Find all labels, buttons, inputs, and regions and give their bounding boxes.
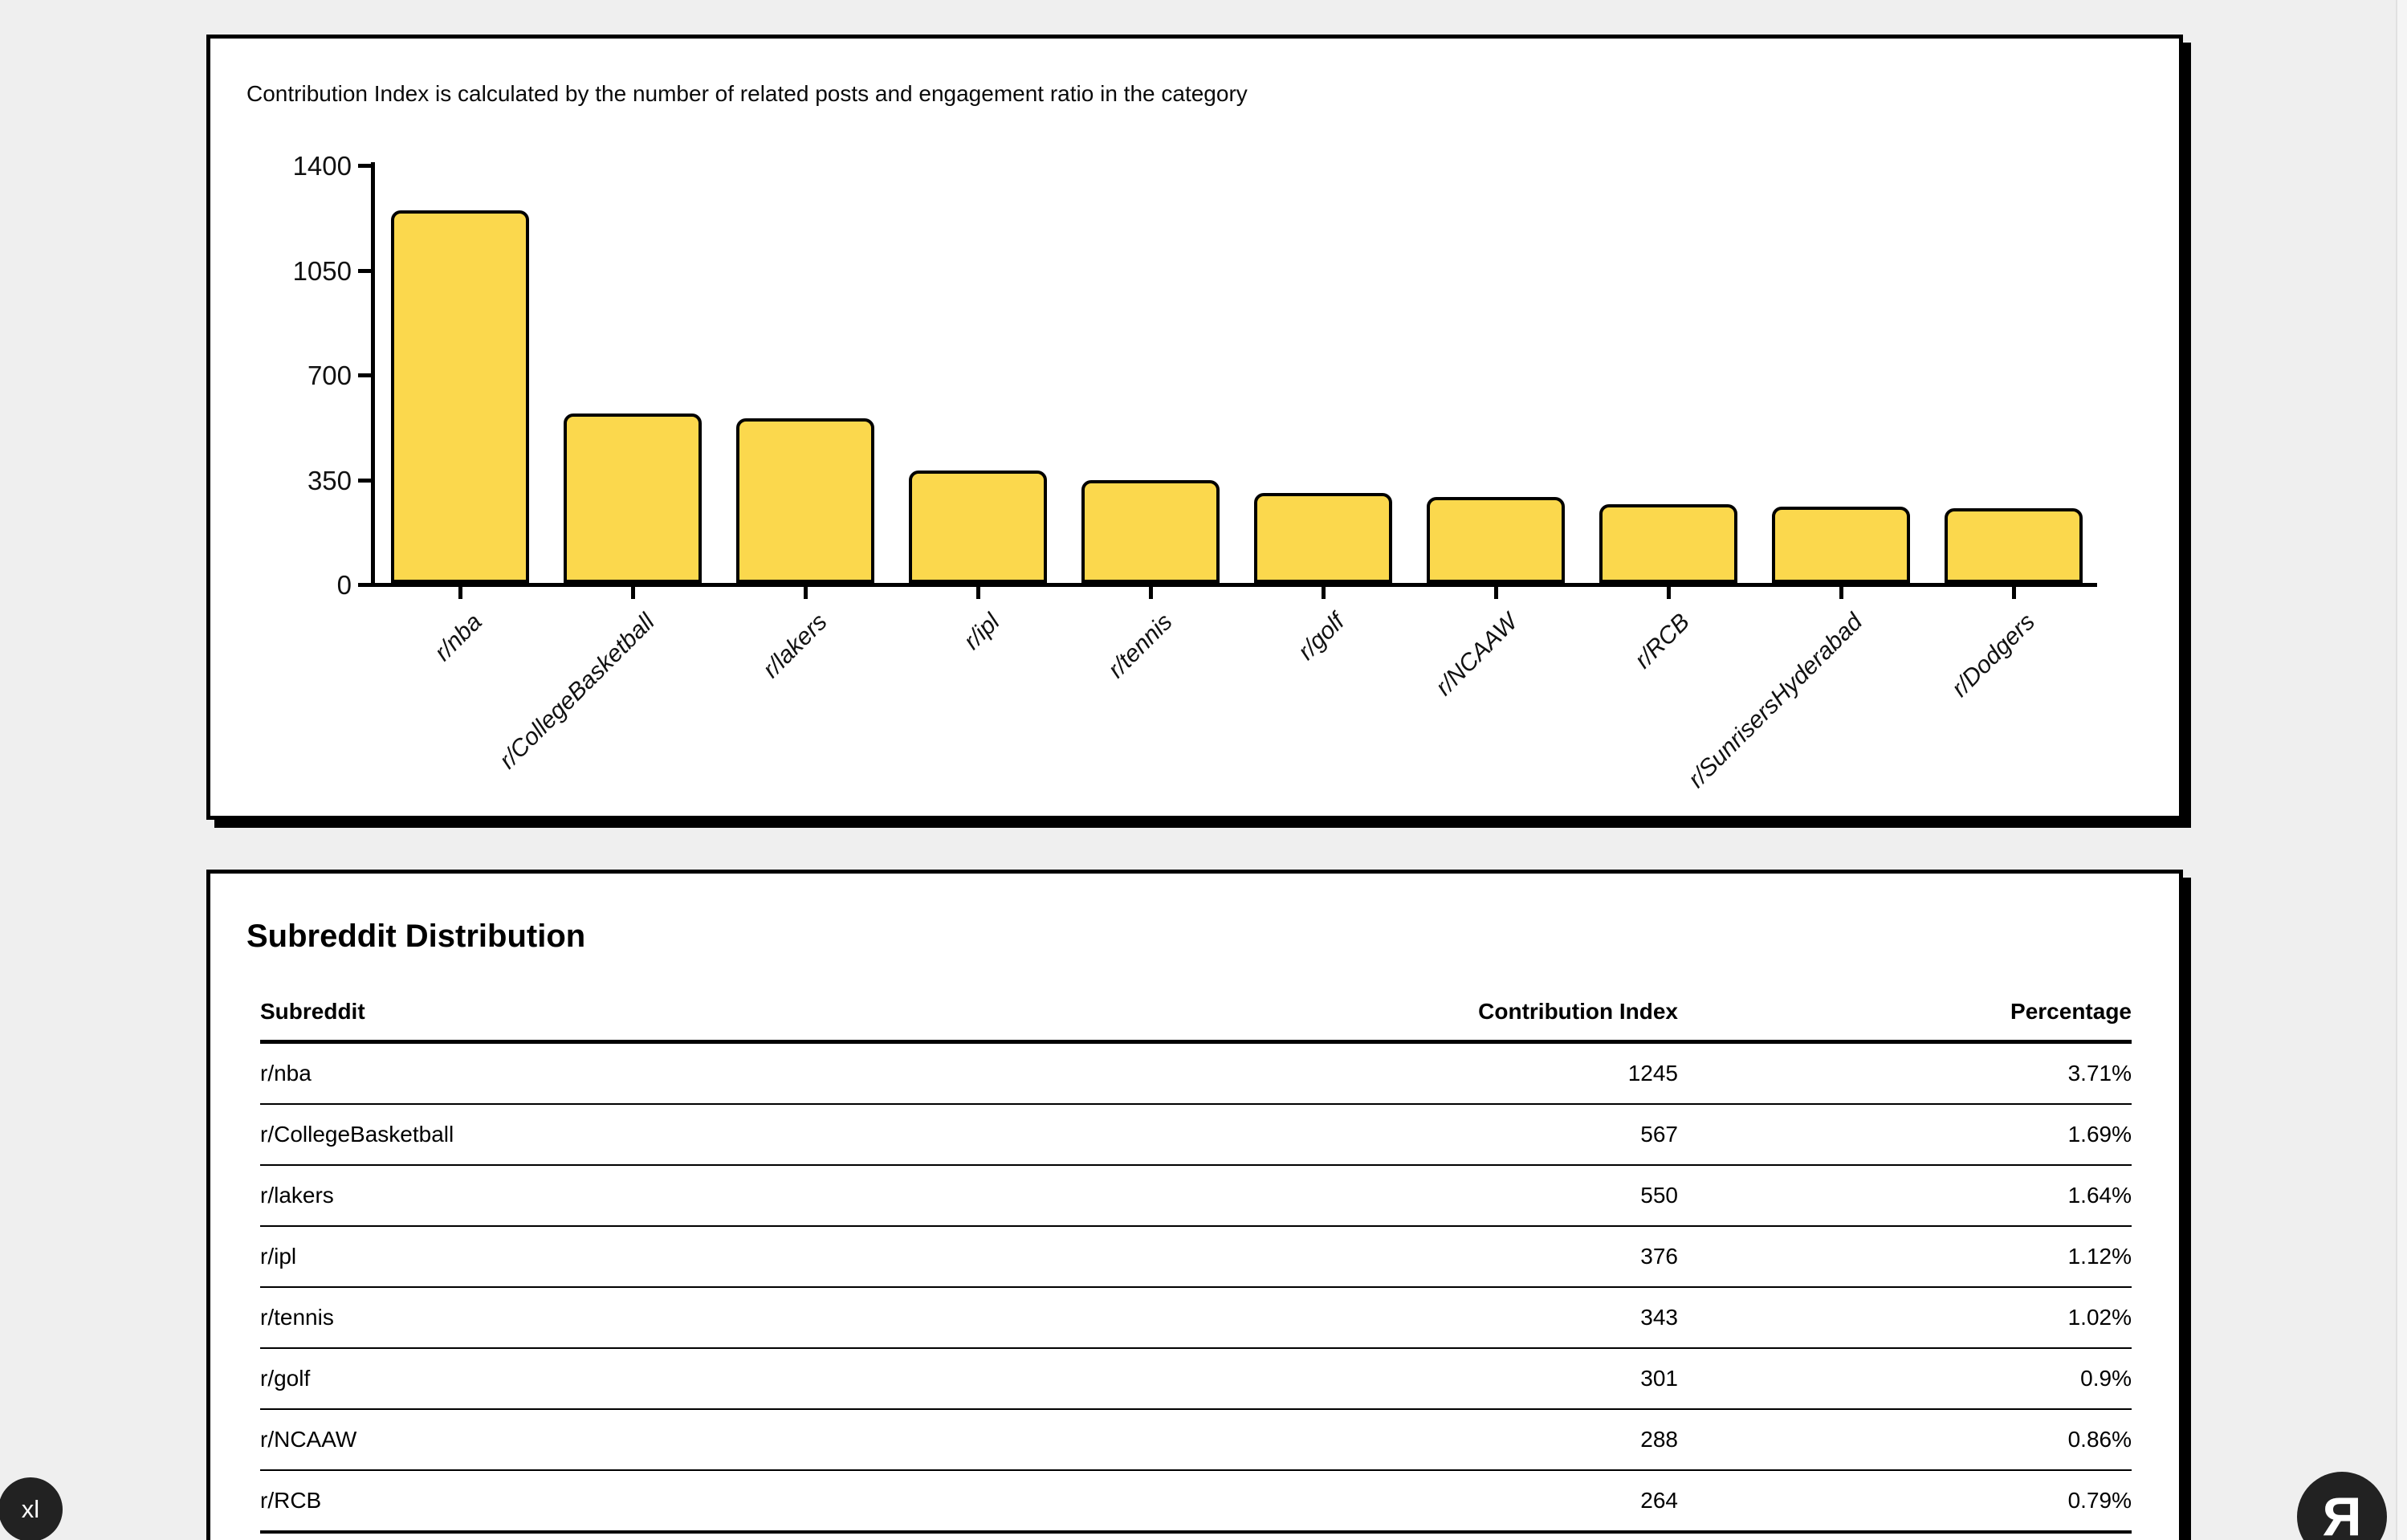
bar-r/golf (1254, 493, 1392, 583)
table-row: r/ipl 376 1.12% (260, 1227, 2132, 1288)
bar-r/ipl (909, 471, 1047, 583)
bar-chart: 0 350 700 1050 1400 r/nba r/CollegeBasketball r… (210, 39, 2179, 809)
y-tick (358, 478, 371, 483)
xl-widget-button[interactable]: xl (0, 1477, 63, 1540)
x-tick (1667, 587, 1671, 599)
y-tick (358, 583, 371, 587)
cell-contribution-index: 343 (1640, 1305, 1678, 1330)
bar-r/NCAAW (1427, 497, 1565, 583)
col-header-subreddit: Subreddit (260, 999, 365, 1024)
x-tick (1839, 587, 1843, 599)
cell-percentage: 3.71% (2067, 1061, 2132, 1086)
x-axis (371, 583, 2097, 587)
cell-subreddit: r/CollegeBasketball (260, 1122, 454, 1147)
x-tick (804, 587, 808, 599)
cell-percentage: 1.64% (2067, 1183, 2132, 1208)
table-row: r/RCB 264 0.79% (260, 1471, 2132, 1534)
x-tick-label: r/NCAAW (1430, 609, 1523, 701)
table-body: r/nba 1245 3.71% r/CollegeBasketball 567 1.69… (260, 1044, 2132, 1534)
bar-r/tennis (1081, 480, 1220, 583)
x-tick (2012, 587, 2016, 599)
cell-percentage: 0.9% (2080, 1366, 2132, 1391)
cell-subreddit: r/ipl (260, 1244, 297, 1269)
scrollbar-track[interactable] (2397, 0, 2407, 1540)
x-tick-label: r/golf (1293, 609, 1350, 666)
xl-widget-label: xl (21, 1495, 40, 1523)
cell-percentage: 1.69% (2067, 1122, 2132, 1147)
scrollbar-divider (2396, 0, 2397, 1540)
y-tick-label: 0 (336, 570, 352, 600)
brand-logo-icon: Я (2322, 1486, 2362, 1540)
x-tick (1494, 587, 1498, 599)
cell-contribution-index: 264 (1640, 1488, 1678, 1513)
y-tick (358, 373, 371, 377)
brand-logo-button[interactable]: Я (2297, 1472, 2387, 1540)
y-tick-label: 1400 (292, 151, 352, 181)
cell-contribution-index: 288 (1640, 1427, 1678, 1452)
y-tick-label: 350 (307, 465, 352, 495)
table-title: Subreddit Distribution (246, 919, 586, 954)
subreddit-table: Subreddit Contribution Index Percentage … (260, 984, 2132, 1534)
cell-contribution-index: 550 (1640, 1183, 1678, 1208)
cell-percentage: 1.12% (2067, 1244, 2132, 1269)
cell-subreddit: r/golf (260, 1366, 311, 1391)
y-tick-label: 700 (307, 361, 352, 390)
x-tick-label: r/CollegeBasketball (494, 609, 660, 775)
x-tick (458, 587, 462, 599)
bar-r/nba (391, 210, 529, 583)
y-tick (358, 268, 371, 273)
table-row: r/lakers 550 1.64% (260, 1166, 2132, 1227)
table-row: r/tennis 343 1.02% (260, 1288, 2132, 1349)
cell-contribution-index: 1245 (1627, 1061, 1678, 1086)
cell-subreddit: r/nba (260, 1061, 312, 1086)
table-header-row: Subreddit Contribution Index Percentage (260, 984, 2132, 1044)
x-tick (631, 587, 635, 599)
cell-percentage: 0.86% (2067, 1427, 2132, 1452)
cell-subreddit: r/NCAAW (260, 1427, 357, 1452)
table-row: r/golf 301 0.9% (260, 1349, 2132, 1410)
x-tick (976, 587, 980, 599)
x-tick-label: r/RCB (1630, 609, 1696, 674)
bar-r/lakers (736, 418, 874, 583)
chart-subtitle: Contribution Index is calculated by the … (246, 81, 1248, 106)
col-header-percentage: Percentage (2010, 999, 2132, 1024)
bar-r/Dodgers (1945, 508, 2083, 583)
x-tick-label: r/nba (429, 609, 487, 666)
x-tick-label: r/ipl (958, 609, 1005, 655)
x-tick (1149, 587, 1153, 599)
table-row: r/nba 1245 3.71% (260, 1044, 2132, 1105)
bar-r/SunrisersHyderabad (1772, 507, 1910, 583)
x-tick (1322, 587, 1326, 599)
table-card: Subreddit Distribution Subreddit Contrib… (206, 870, 2183, 1540)
cell-subreddit: r/RCB (260, 1488, 322, 1513)
x-tick-label: r/tennis (1102, 609, 1178, 683)
bar-r/CollegeBasketball (564, 414, 702, 583)
cell-percentage: 0.79% (2067, 1488, 2132, 1513)
table-row: r/CollegeBasketball 567 1.69% (260, 1105, 2132, 1166)
col-header-contribution-index: Contribution Index (1478, 999, 1678, 1024)
y-axis (371, 162, 375, 587)
x-tick-label: r/lakers (757, 609, 833, 683)
cell-contribution-index: 376 (1640, 1244, 1678, 1269)
bar-r/RCB (1599, 504, 1737, 583)
x-tick-label: r/Dodgers (1946, 609, 2041, 703)
cell-contribution-index: 567 (1640, 1122, 1678, 1147)
table-row: r/NCAAW 288 0.86% (260, 1410, 2132, 1471)
chart-card: Contribution Index is calculated by the … (206, 35, 2183, 820)
y-tick-label: 1050 (292, 255, 352, 286)
cell-subreddit: r/tennis (260, 1305, 334, 1330)
x-tick-label: r/SunrisersHyderabad (1683, 609, 1868, 793)
cell-percentage: 1.02% (2067, 1305, 2132, 1330)
cell-contribution-index: 301 (1640, 1366, 1678, 1391)
cell-subreddit: r/lakers (260, 1183, 334, 1208)
y-tick (358, 164, 371, 168)
